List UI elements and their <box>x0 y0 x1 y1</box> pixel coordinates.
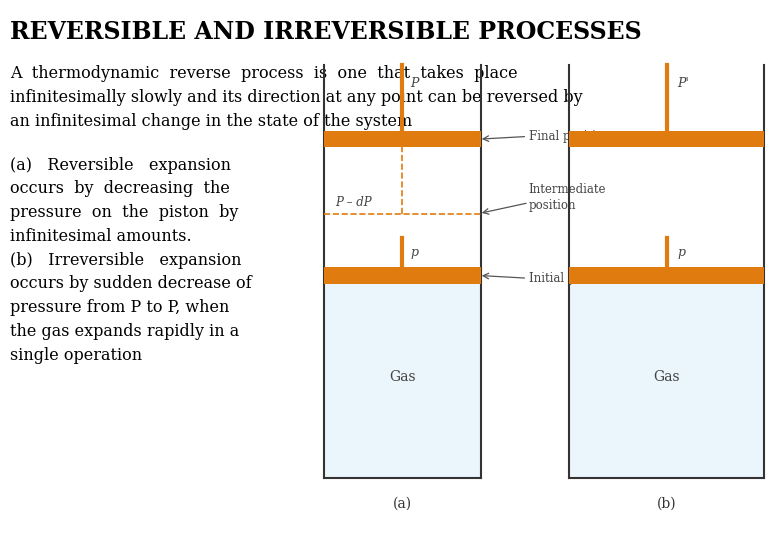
Text: p: p <box>677 246 685 259</box>
Text: Intermediate
position: Intermediate position <box>529 183 606 212</box>
Text: (a)   Reversible   expansion
occurs  by  decreasing  the
pressure  on  the  pist: (a) Reversible expansion occurs by decre… <box>10 157 252 363</box>
Text: p: p <box>411 246 419 259</box>
Bar <box>569 267 764 284</box>
Bar <box>569 131 764 147</box>
Text: Gas: Gas <box>389 370 416 384</box>
Text: Initial position: Initial position <box>529 272 615 285</box>
Text: REVERSIBLE AND IRREVERSIBLE PROCESSES: REVERSIBLE AND IRREVERSIBLE PROCESSES <box>10 20 642 44</box>
Text: Final position: Final position <box>529 130 610 143</box>
Bar <box>324 275 481 478</box>
Text: A  thermodynamic  reverse  process  is  one  that  takes  place
infinitesimally : A thermodynamic reverse process is one t… <box>10 65 583 130</box>
Text: (a): (a) <box>393 497 412 511</box>
Text: P – dP: P – dP <box>335 197 371 210</box>
Bar <box>324 131 481 147</box>
Text: P': P' <box>677 77 689 90</box>
Text: (b): (b) <box>657 497 677 511</box>
Text: Gas: Gas <box>654 370 680 384</box>
Bar <box>569 275 764 478</box>
Text: P: P <box>411 77 419 90</box>
Bar <box>324 267 481 284</box>
